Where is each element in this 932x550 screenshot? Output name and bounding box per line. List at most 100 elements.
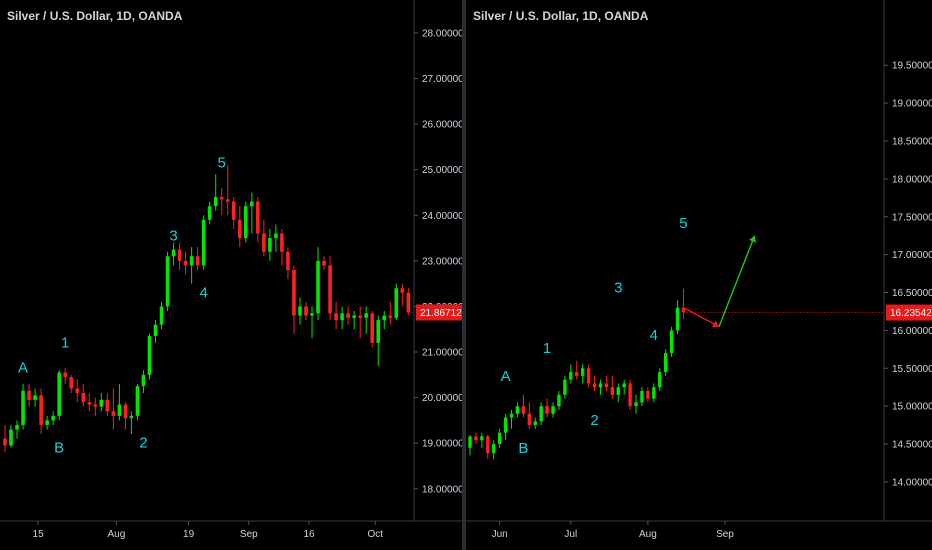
candle-body (610, 387, 615, 395)
wave-label: B (54, 439, 64, 456)
wave-label: 3 (169, 227, 177, 244)
candle-body (586, 368, 591, 384)
y-tick-label: 19.50000 (892, 61, 932, 72)
candle-body (616, 387, 620, 395)
candle-body (183, 260, 188, 266)
candle-body (515, 406, 520, 414)
candle-body (658, 372, 662, 388)
wave-label: A (18, 360, 28, 377)
panel-divider[interactable] (462, 0, 466, 550)
candle-body (129, 415, 134, 419)
candle-body (580, 368, 585, 376)
candle-body (634, 402, 638, 407)
candle-body (370, 313, 375, 343)
candle-body (352, 315, 356, 318)
candle-body (51, 415, 55, 421)
y-tick-label: 21.00000 (422, 348, 462, 359)
chart-panel-left[interactable]: Silver / U.S. Dollar, 1D, OANDA 18.00000 1… (0, 0, 462, 550)
candle-body (468, 436, 472, 448)
wave-label: A (501, 368, 511, 385)
candle-body (598, 383, 603, 388)
candle-body (663, 353, 668, 373)
x-tick-label: 15 (33, 529, 45, 540)
candle-body (201, 219, 206, 266)
y-tick-label: 14.00000 (892, 477, 932, 488)
candle-body (492, 444, 496, 454)
projection-arrowhead (748, 235, 756, 243)
candle-body (394, 288, 399, 318)
candle-body (340, 313, 344, 321)
y-tick-label: 18.50000 (892, 137, 932, 148)
candlestick-chart-right[interactable]: Silver / U.S. Dollar, 1D, OANDA 14.00000 1… (466, 0, 932, 550)
candle-body (646, 391, 650, 399)
y-tick-label: 18.00000 (892, 174, 932, 185)
candle-body (388, 315, 393, 318)
chart-panel-right[interactable]: Silver / U.S. Dollar, 1D, OANDA 14.00000 1… (466, 0, 932, 550)
candle-body (171, 249, 176, 257)
y-tick-label: 16.00000 (892, 326, 932, 337)
candle-body (3, 438, 7, 446)
x-tick-label: Jul (564, 529, 577, 540)
y-tick-label: 25.00000 (422, 165, 462, 176)
candle-body (45, 420, 49, 425)
y-tick-label: 27.00000 (422, 74, 462, 85)
candle-body (93, 404, 98, 407)
candle-body (159, 306, 164, 325)
x-tick-label: Aug (639, 529, 657, 540)
chart-title: Silver / U.S. Dollar, 1D, OANDA (473, 9, 649, 23)
candle-body (75, 388, 80, 394)
candle-body (195, 256, 200, 266)
candle-body (533, 421, 537, 426)
candle-body (509, 413, 514, 418)
candlestick-chart-left[interactable]: Silver / U.S. Dollar, 1D, OANDA 18.00000 1… (0, 0, 462, 550)
wave-label: 4 (199, 284, 207, 301)
candle-body (328, 265, 332, 314)
candle-body (105, 399, 110, 412)
wave-label: 2 (590, 412, 598, 429)
candle-body (358, 315, 362, 318)
wave-label: 1 (61, 334, 69, 351)
y-tick-label: 15.00000 (892, 402, 932, 413)
candle-body (9, 429, 13, 446)
candle-body (681, 307, 686, 313)
candle-body (256, 201, 260, 234)
candle-body (474, 436, 478, 441)
x-tick-label: 19 (183, 529, 195, 540)
candle-body (292, 269, 296, 316)
candle-body (15, 424, 19, 430)
candle-body (237, 219, 242, 239)
candle-body (268, 238, 272, 252)
candle-body (545, 406, 549, 414)
y-tick-label: 19.00000 (892, 99, 932, 110)
y-tick-label: 26.00000 (422, 120, 462, 131)
y-tick-label: 18.00000 (422, 484, 462, 495)
wave-label: 4 (650, 327, 658, 344)
candle-body (207, 206, 212, 220)
projection-arrow-up (718, 235, 756, 327)
candle-body (563, 379, 567, 395)
x-tick-label: Aug (107, 529, 125, 540)
candle-body (280, 233, 284, 252)
candle-body (652, 387, 656, 399)
candle-body (231, 201, 236, 220)
candle-body (111, 411, 116, 416)
candle-body (316, 260, 320, 314)
candle-body (604, 383, 609, 388)
wave-label: 5 (218, 154, 226, 171)
chart-title: Silver / U.S. Dollar, 1D, OANDA (7, 9, 183, 23)
candles (468, 288, 686, 460)
candle-body (480, 436, 484, 441)
x-tick-label: Sep (240, 529, 258, 540)
candle-body (177, 249, 182, 261)
candle-body (304, 306, 308, 316)
wave-label: 3 (614, 280, 622, 297)
candle-body (503, 417, 508, 433)
candle-body (521, 406, 526, 414)
candle-body (99, 399, 104, 407)
candle-body (298, 306, 302, 316)
candle-body (376, 320, 381, 343)
candle-body (250, 201, 254, 207)
current-price-tag (886, 304, 932, 321)
candle-body (400, 288, 405, 293)
candle-body (486, 436, 490, 454)
